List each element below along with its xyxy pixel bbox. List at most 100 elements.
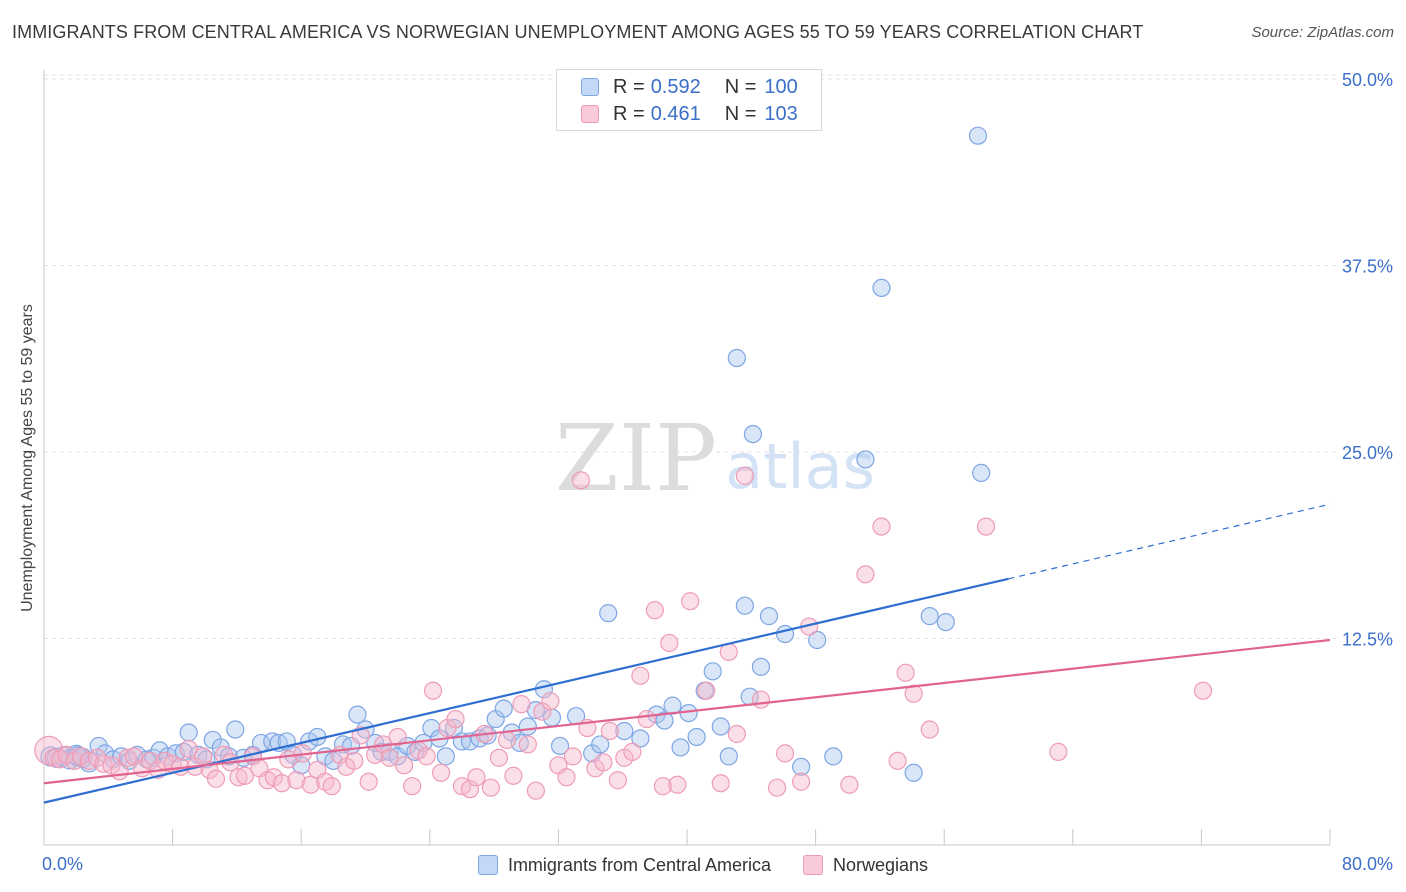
legend-row-norwegians: R = 0.461 N = 103 bbox=[581, 101, 798, 127]
data-point bbox=[494, 699, 513, 718]
x-tick-label: 0.0% bbox=[42, 854, 83, 874]
legend-n-value: 100 bbox=[764, 75, 798, 98]
data-point bbox=[174, 742, 193, 761]
data-point bbox=[735, 596, 754, 615]
data-point bbox=[631, 666, 650, 685]
data-point bbox=[888, 751, 907, 770]
data-point bbox=[436, 747, 455, 766]
data-point bbox=[403, 777, 422, 796]
legend-item-central-america[interactable]: Immigrants from Central America bbox=[477, 854, 772, 876]
trend-lines bbox=[43, 503, 1331, 804]
data-point bbox=[637, 709, 656, 729]
data-point bbox=[594, 753, 613, 772]
data-point bbox=[904, 763, 923, 782]
data-point bbox=[856, 450, 875, 469]
legend-n-value: 103 bbox=[764, 102, 798, 125]
grid-lines bbox=[44, 74, 1336, 639]
legend-label-central-america: Immigrants from Central America bbox=[507, 854, 772, 875]
data-point bbox=[1193, 681, 1213, 700]
data-point bbox=[856, 565, 875, 584]
data-point bbox=[394, 756, 414, 775]
data-point bbox=[481, 778, 500, 797]
data-point bbox=[872, 278, 891, 297]
legend-item-norwegians[interactable]: Norwegians bbox=[803, 855, 928, 876]
data-point bbox=[512, 695, 531, 714]
data-point bbox=[557, 768, 576, 787]
data-point bbox=[348, 705, 367, 724]
data-point bbox=[623, 742, 642, 761]
data-point bbox=[645, 601, 664, 620]
data-point bbox=[518, 717, 537, 736]
source-label: Source: ZipAtlas.com bbox=[1251, 24, 1394, 41]
data-point bbox=[904, 684, 923, 703]
legend-r-value: 0.461 bbox=[650, 102, 701, 125]
data-point bbox=[697, 681, 716, 700]
watermark: ZIP atlas bbox=[555, 405, 875, 512]
data-point bbox=[526, 781, 545, 800]
data-point bbox=[599, 604, 618, 623]
data-point bbox=[388, 727, 407, 747]
y-tick-label: 37.5% bbox=[1342, 257, 1393, 277]
data-point bbox=[541, 692, 560, 711]
data-point bbox=[727, 724, 746, 744]
watermark-zip: ZIP bbox=[555, 405, 717, 512]
data-point bbox=[608, 771, 627, 790]
data-point bbox=[322, 777, 341, 796]
data-point bbox=[920, 720, 939, 739]
data-point bbox=[735, 466, 754, 485]
data-point bbox=[467, 768, 486, 787]
legend-swatch-central-america bbox=[477, 855, 498, 875]
data-point bbox=[936, 612, 955, 632]
data-point bbox=[550, 736, 570, 756]
legend-r-value: 0.592 bbox=[650, 75, 701, 98]
data-point bbox=[976, 517, 996, 536]
legend-swatch-central-america bbox=[581, 78, 599, 96]
legend-n-label: N = bbox=[724, 102, 757, 125]
trend-extension-central-america bbox=[1008, 503, 1331, 580]
data-point bbox=[518, 735, 537, 754]
legend-swatch-norwegians bbox=[581, 105, 599, 123]
data-point bbox=[345, 751, 364, 770]
data-point bbox=[775, 744, 795, 763]
data-point bbox=[824, 747, 843, 766]
data-point bbox=[775, 624, 795, 644]
trend-line-central-america bbox=[43, 577, 1009, 804]
data-point bbox=[571, 471, 591, 490]
data-point bbox=[660, 633, 679, 653]
data-point bbox=[751, 690, 771, 709]
data-point bbox=[423, 681, 443, 700]
data-point bbox=[759, 607, 779, 626]
legend-r-label: R = bbox=[613, 75, 645, 98]
y-tick-label: 25.0% bbox=[1342, 443, 1393, 463]
legend-swatch-norwegians bbox=[803, 855, 824, 875]
data-point bbox=[711, 774, 730, 793]
data-point bbox=[600, 721, 619, 741]
trend-line-norwegians bbox=[43, 638, 1331, 785]
legend-n-label: N = bbox=[724, 75, 757, 98]
legend-label-norwegians: Norwegians bbox=[833, 854, 929, 875]
data-point bbox=[681, 592, 700, 611]
x-tick-label: 80.0% bbox=[1342, 854, 1393, 874]
legend-row-central-america: R = 0.592 N = 100 bbox=[581, 74, 798, 100]
data-point bbox=[179, 723, 198, 742]
tick-labels: 12.5% 25.0% 37.5% 50.0% 0.0% 80.0% bbox=[42, 70, 1393, 874]
data-point bbox=[144, 748, 163, 767]
y-tick-label: 50.0% bbox=[1342, 70, 1393, 90]
axes bbox=[43, 70, 1331, 846]
series-norwegians-points bbox=[34, 466, 1213, 800]
data-point bbox=[671, 738, 690, 757]
data-point bbox=[896, 663, 915, 682]
data-point bbox=[767, 778, 787, 797]
data-point bbox=[591, 735, 610, 754]
data-point bbox=[287, 771, 306, 790]
data-point bbox=[727, 348, 746, 368]
data-point bbox=[504, 766, 523, 785]
data-point bbox=[615, 721, 634, 741]
data-point bbox=[118, 748, 137, 767]
data-point bbox=[206, 769, 226, 788]
data-point bbox=[792, 772, 811, 791]
data-point bbox=[808, 630, 827, 650]
data-point bbox=[226, 720, 245, 739]
data-point bbox=[179, 739, 198, 759]
data-point bbox=[235, 766, 255, 785]
